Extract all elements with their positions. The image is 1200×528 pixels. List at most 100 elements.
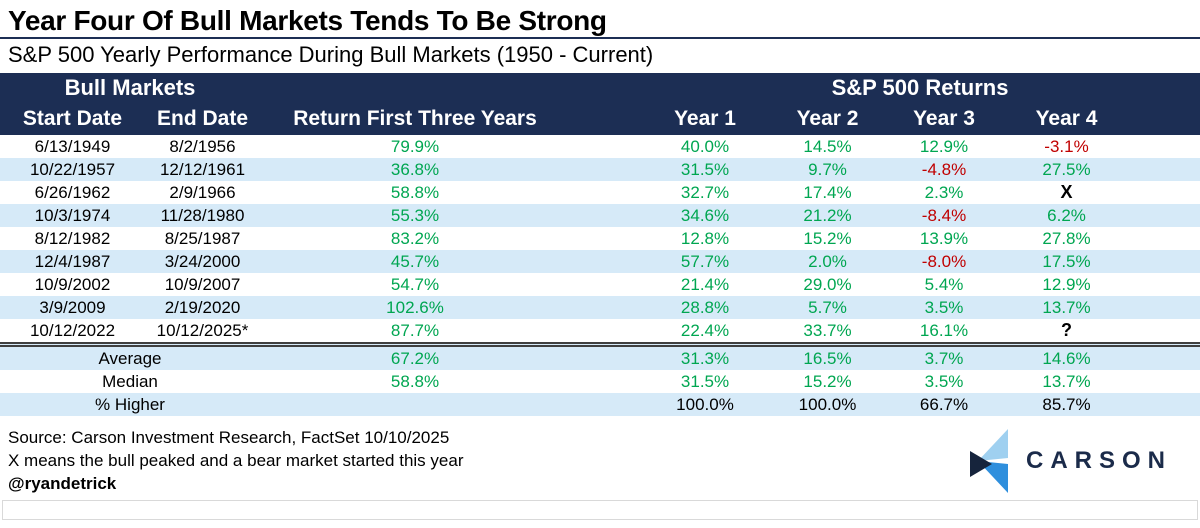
date-cell: 12/4/1987 [34, 251, 111, 271]
return-cell: 12.8% [680, 228, 730, 248]
return-cell: 31.5% [680, 159, 730, 179]
summary-value-cell: 100.0% [798, 394, 857, 414]
spacer-cell [570, 344, 640, 370]
bull-markets-table: Bull Markets S&P 500 Returns Start Date E… [0, 72, 1200, 416]
return-cell: X [1060, 181, 1073, 202]
return-cell: 13.7% [1042, 297, 1091, 317]
bottom-strip [2, 499, 1198, 520]
column-header: Start Date [0, 103, 145, 135]
summary-value-cell: 85.7% [1042, 394, 1091, 414]
return-cell: 27.8% [1042, 228, 1091, 248]
return-cell: 55.3% [390, 205, 440, 225]
page-subtitle: S&P 500 Yearly Performance During Bull M… [8, 42, 654, 68]
date-cell: 10/12/2025* [145, 318, 261, 347]
return-cell: 9.7% [808, 159, 847, 179]
return-cell: 22.4% [640, 318, 771, 347]
filler-cell [1130, 227, 1200, 250]
summary-value-cell: 16.5% [803, 348, 852, 368]
return-cell: 33.7% [770, 318, 886, 347]
date-cell: 10/3/1974 [34, 205, 111, 225]
table-row: 6/26/1962 2/9/1966 58.8% 32.7% 17.4% 2.3% X [0, 181, 1200, 204]
title-bar: Year Four Of Bull Markets Tends To Be St… [0, 0, 1200, 40]
column-header-spacer [570, 103, 641, 135]
summary-value-cell: 13.7% [1042, 371, 1091, 391]
return-cell: 54.7% [390, 274, 440, 294]
date-cell: 8/25/1987 [164, 228, 241, 248]
summary-label: % Higher [95, 394, 165, 414]
date-cell: 3/9/2009 [39, 297, 106, 317]
summary-value-cell: 14.6% [1042, 348, 1091, 368]
return-cell: -8.0% [921, 251, 967, 271]
column-header: End Date [145, 103, 261, 135]
table-row: 3/9/2009 2/19/2020 102.6% 28.8% 5.7% 3.5% 13.7… [0, 295, 1200, 319]
return-cell: 13.9% [919, 228, 969, 248]
summary-value-cell: 58.8% [390, 371, 440, 391]
column-header: Return First Three Years [260, 103, 571, 135]
return-cell: 12.9% [1042, 274, 1091, 294]
spacer-cell [570, 370, 640, 393]
group-header-sp500-returns: S&P 500 Returns [640, 72, 1200, 104]
return-cell: 40.0% [680, 136, 730, 156]
summary-row: % Higher 100.0% 100.0% 66.7% 85.7% [0, 392, 1200, 416]
return-cell: 5.7% [808, 297, 847, 317]
return-cell: 34.6% [680, 205, 730, 225]
return-cell: 14.5% [803, 136, 852, 156]
spacer-cell [570, 393, 640, 416]
summary-row: Average 67.2% 31.3% 16.5% 3.7% 14.6% [0, 344, 1200, 370]
spacer-cell [570, 181, 640, 204]
table-row: 10/9/2002 10/9/2007 54.7% 21.4% 29.0% 5.4% 12.… [0, 273, 1200, 296]
group-header-spacer [260, 72, 641, 104]
summary-value-cell: 3.7% [924, 348, 964, 368]
page-title: Year Four Of Bull Markets Tends To Be St… [8, 5, 607, 36]
return-cell: 28.8% [680, 297, 730, 317]
return-cell: -3.1% [1044, 136, 1089, 156]
summary-value-cell: 100.0% [676, 394, 734, 414]
summary-value-cell: 31.3% [680, 348, 730, 368]
return-cell: 27.5% [1042, 159, 1091, 179]
return-cell: 102.6% [386, 297, 444, 317]
filler-cell [1130, 158, 1200, 181]
return-cell: 12.9% [919, 136, 969, 156]
filler-cell [1130, 296, 1200, 319]
date-cell: 2/19/2020 [164, 297, 241, 317]
spacer-cell [570, 204, 640, 227]
return-cell: -4.8% [921, 159, 967, 179]
return-cell: -8.4% [921, 205, 967, 225]
date-cell: 3/24/2000 [164, 251, 241, 271]
return-cell: 21.2% [803, 205, 852, 225]
date-cell: 11/28/1980 [160, 205, 245, 225]
return-cell: 87.7% [260, 318, 571, 347]
return-cell: 45.7% [390, 251, 440, 271]
return-cell: 79.9% [390, 136, 440, 156]
table-row: 6/13/1949 8/2/1956 79.9% 40.0% 14.5% 12.9% -3.… [0, 135, 1200, 158]
filler-cell [1130, 393, 1200, 416]
carson-logo-icon [969, 428, 1008, 493]
date-cell: 8/12/1982 [34, 228, 111, 248]
summary-value-cell: 67.2% [390, 348, 440, 368]
table-row: 10/22/1957 12/12/1961 36.8% 31.5% 9.7% -4.8% 2… [0, 157, 1200, 181]
date-cell: 6/13/1949 [34, 136, 111, 156]
return-cell: 6.2% [1047, 205, 1086, 225]
column-header: Year 1 [640, 103, 771, 135]
date-cell: 12/12/1961 [159, 159, 246, 179]
return-cell: 5.4% [924, 274, 964, 294]
filler-cell [1130, 344, 1200, 370]
date-cell: 8/2/1956 [169, 136, 236, 156]
filler-cell [1130, 318, 1200, 347]
return-cell: 2.3% [924, 182, 964, 202]
return-cell: 16.1% [885, 318, 1004, 347]
filler-cell [1130, 181, 1200, 204]
return-cell: 29.0% [803, 274, 852, 294]
return-cell: 58.8% [390, 182, 440, 202]
table-row: 10/3/1974 11/28/1980 55.3% 34.6% 21.2% -8.4% 6… [0, 203, 1200, 227]
summary-label: Median [102, 371, 158, 391]
group-header-bull-markets: Bull Markets [0, 72, 261, 104]
return-cell: 17.4% [803, 182, 852, 202]
return-cell: 3.5% [924, 297, 964, 317]
date-cell: 10/12/2022 [0, 318, 145, 347]
column-header-filler [1130, 103, 1200, 135]
date-cell: 10/9/2007 [164, 274, 241, 294]
filler-cell [1130, 273, 1200, 296]
date-cell: 2/9/1966 [169, 182, 236, 202]
